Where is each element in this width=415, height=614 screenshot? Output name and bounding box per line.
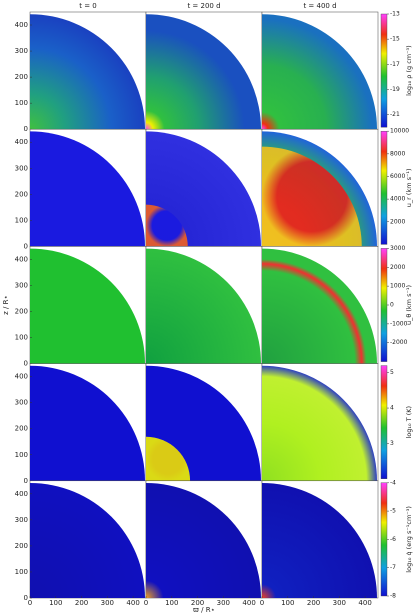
- x-tick-label: 0: [260, 599, 264, 607]
- density-field: [30, 14, 145, 130]
- y-tick-label: 0: [24, 594, 28, 602]
- ejecta-shell: [146, 436, 191, 481]
- y-tick-label: 100: [15, 568, 28, 576]
- x-tick-label: 100: [281, 599, 294, 607]
- y-tick-label: 300: [15, 47, 28, 55]
- colorbar-tick-label: -13: [390, 11, 400, 18]
- colorbar-tick-label: 2000: [390, 264, 405, 271]
- density-field: [262, 248, 377, 364]
- y-tick-label: 200: [15, 542, 28, 550]
- colorbar-tick-label: -2000: [390, 339, 408, 346]
- colorbar-tick-label: 4000: [390, 196, 405, 203]
- density-field: [262, 483, 377, 598]
- y-tick-label: 100: [15, 99, 28, 107]
- x-tick-label: 300: [333, 599, 346, 607]
- colorbar-tick-label: -8: [390, 593, 396, 600]
- y-tick-label: 100: [15, 451, 28, 459]
- y-tick-label: 0: [24, 242, 28, 250]
- x-tick-label: 200: [75, 599, 88, 607]
- y-tick-label: 200: [15, 308, 28, 316]
- colorbar-tick-label: -4: [390, 479, 396, 486]
- colorbar-tick-label: 3: [390, 440, 394, 447]
- colorbar-label: log₁₀ q̇ (erg s⁻¹cm⁻³): [405, 506, 413, 573]
- y-tick-label: 400: [15, 138, 28, 146]
- density-field: [146, 248, 261, 364]
- density-field: [30, 365, 145, 481]
- y-tick-label: 400: [15, 21, 28, 29]
- column-title: t = 400 d: [303, 2, 336, 10]
- y-tick-label: 100: [15, 216, 28, 224]
- x-tick-label: 300: [101, 599, 114, 607]
- y-tick-label: 200: [15, 425, 28, 433]
- x-tick-label: 400: [358, 599, 371, 607]
- colorbar-tick-label: 4: [390, 405, 394, 412]
- density-field: [146, 14, 261, 130]
- y-tick-label: 300: [15, 281, 28, 289]
- ejecta-shell: [262, 146, 362, 247]
- colorbar: [380, 365, 388, 480]
- density-field: [146, 483, 261, 598]
- y-tick-label: 300: [15, 516, 28, 524]
- colorbar-label: u_θ (km s⁻¹): [405, 285, 413, 325]
- y-tick-label: 300: [15, 164, 28, 172]
- y-tick-label: 0: [24, 125, 28, 133]
- density-field: [30, 483, 145, 598]
- colorbar-tick-label: -5: [390, 508, 396, 515]
- y-tick-label: 0: [24, 477, 28, 485]
- colorbar-tick-label: 1000: [390, 283, 405, 290]
- y-tick-label: 100: [15, 334, 28, 342]
- x-tick-label: 0: [28, 599, 32, 607]
- x-tick-label: 300: [217, 599, 230, 607]
- colorbar-tick-label: -15: [390, 36, 400, 43]
- colorbar-tick-label: 0: [390, 302, 394, 309]
- x-tick-label: 100: [49, 599, 62, 607]
- colorbar-tick-label: -21: [390, 111, 400, 118]
- x-tick-label: 200: [307, 599, 320, 607]
- x-tick-label: 100: [165, 599, 178, 607]
- x-axis-label: ϖ / R⋆: [193, 606, 215, 614]
- y-axis-label: z / R⋆: [2, 295, 10, 315]
- colorbar-tick-label: -17: [390, 61, 400, 68]
- colorbar-tick-label: 6000: [390, 173, 405, 180]
- colorbar-tick-label: 5: [390, 369, 394, 376]
- y-tick-label: 300: [15, 399, 28, 407]
- colorbar-tick-label: -7: [390, 564, 396, 571]
- y-tick-label: 200: [15, 73, 28, 81]
- density-field: [30, 248, 145, 364]
- colorbar-tick-label: 10000: [390, 128, 409, 135]
- colorbar-tick-label: 2000: [390, 218, 405, 225]
- y-tick-label: 0: [24, 360, 28, 368]
- colorbar-label: log₁₀ T (K): [405, 406, 413, 439]
- density-field: [262, 365, 377, 481]
- colorbar: [380, 130, 388, 245]
- y-tick-label: 200: [15, 190, 28, 198]
- x-tick-label: 400: [126, 599, 139, 607]
- density-field: [262, 14, 377, 130]
- y-tick-label: 400: [15, 255, 28, 263]
- column-title: t = 200 d: [187, 2, 220, 10]
- colorbar-tick-label: 8000: [390, 150, 405, 157]
- y-tick-label: 400: [15, 373, 28, 381]
- x-tick-label: 0: [144, 599, 148, 607]
- colorbar-label: u_r (km s⁻¹): [405, 168, 413, 207]
- density-field: [30, 131, 145, 247]
- colorbar-tick-label: 3000: [390, 245, 405, 252]
- colorbar-tick-label: -6: [390, 536, 396, 543]
- colorbar: [380, 248, 388, 362]
- x-tick-label: 200: [191, 599, 204, 607]
- colorbar-tick-label: -1000: [390, 320, 408, 327]
- colorbar: [380, 13, 388, 128]
- colorbar-label: log₁₀ ρ (g cm⁻³): [405, 45, 413, 96]
- colorbar: [380, 482, 388, 597]
- ejecta-shell: [146, 204, 188, 247]
- column-title: t = 0: [79, 2, 97, 10]
- y-tick-label: 400: [15, 490, 28, 498]
- x-tick-label: 400: [242, 599, 255, 607]
- colorbar-tick-label: -19: [390, 86, 400, 93]
